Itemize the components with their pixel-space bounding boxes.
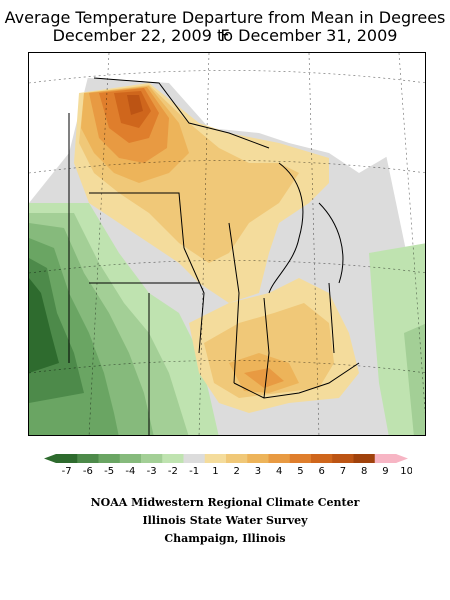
- legend-tick-label: 6: [318, 466, 324, 477]
- map-date-range: December 22, 2009 to December 31, 2009: [52, 26, 398, 45]
- legend-tick-label: -1: [189, 466, 199, 477]
- legend-swatch: [268, 454, 291, 463]
- legend-swatch: [56, 454, 78, 463]
- legend-swatch: [289, 454, 312, 463]
- legend-swatch: [374, 454, 397, 463]
- credit-location: Champaign, Illinois: [164, 532, 286, 545]
- legend-swatch: [162, 454, 184, 463]
- legend-tick-label: -3: [147, 466, 157, 477]
- legend-arrow-high: [396, 454, 408, 463]
- legend-swatch: [247, 454, 269, 463]
- warm-band-7: [127, 95, 143, 115]
- legend-tick-label: 10: [400, 466, 412, 477]
- credit-noaa: NOAA Midwestern Regional Climate Center: [90, 496, 360, 509]
- legend-tick-label: 4: [276, 466, 282, 477]
- legend-tick-label: 7: [340, 466, 346, 477]
- cool-band-6: [29, 278, 59, 373]
- legend-swatch: [77, 454, 99, 463]
- state-boundaries: [68, 77, 360, 435]
- legend-arrow-low: [44, 454, 56, 463]
- legend-tick-label: -4: [125, 466, 135, 477]
- map-canvas: [29, 53, 425, 435]
- legend-swatch: [119, 454, 142, 463]
- legend-swatch: [183, 454, 206, 463]
- legend-swatch: [332, 454, 354, 463]
- temperature-departure-map: [28, 52, 426, 436]
- legend-swatch: [98, 454, 121, 463]
- legend-swatch: [141, 454, 163, 463]
- legend-tick-label: -7: [62, 466, 72, 477]
- warm-south-4: [244, 368, 284, 388]
- graticule: [29, 53, 425, 435]
- legend-tick-label: -6: [83, 466, 93, 477]
- legend-tick-label: 5: [297, 466, 303, 477]
- legend-swatch: [353, 454, 376, 463]
- legend-tick-label: 8: [361, 466, 367, 477]
- legend-tick-label: -5: [104, 466, 114, 477]
- legend-tick-label: 1: [212, 466, 218, 477]
- legend-scale: -7 -6 -5 -4 -3 -2 -1 1 2 3 4 5 6 7 8 9 10: [44, 454, 413, 477]
- legend-tick-label: -2: [168, 466, 178, 477]
- no-data-canada: [29, 53, 425, 173]
- cool-east-2: [404, 323, 425, 435]
- legend-swatch: [204, 454, 227, 463]
- color-legend: -7 -6 -5 -4 -3 -2 -1 1 2 3 4 5 6 7 8 9 10: [40, 448, 413, 478]
- legend-tick-label: 2: [233, 466, 239, 477]
- map-title: Average Temperature Departure from Mean …: [4, 8, 446, 45]
- legend-swatch: [226, 454, 248, 463]
- legend-swatch: [311, 454, 333, 463]
- legend-tick-label: 3: [255, 466, 261, 477]
- legend-tick-label: 9: [382, 466, 388, 477]
- credit-survey: Illinois State Water Survey: [142, 514, 308, 527]
